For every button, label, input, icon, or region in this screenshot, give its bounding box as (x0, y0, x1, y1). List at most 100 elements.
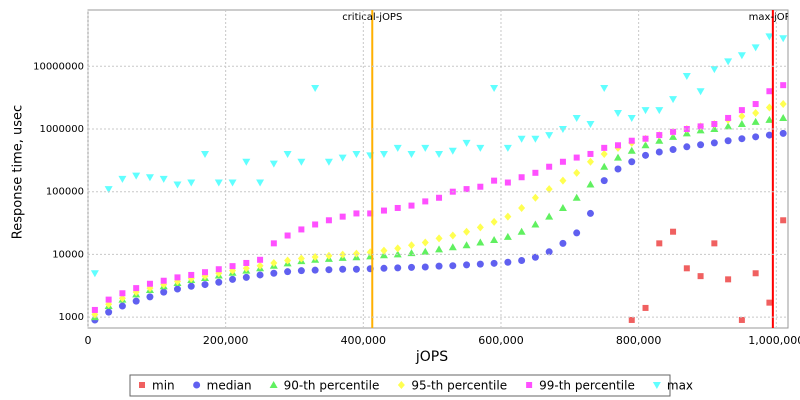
point (697, 273, 704, 280)
legend-marker (526, 382, 533, 388)
point (284, 232, 291, 239)
x-tick-label: 200,000 (203, 334, 249, 347)
point (696, 88, 705, 96)
y-tick-label: 1000000 (39, 124, 84, 135)
point (752, 133, 760, 141)
point (683, 125, 690, 132)
point (407, 150, 416, 158)
point (682, 72, 691, 80)
point (573, 154, 580, 161)
point (765, 33, 774, 41)
point (145, 174, 154, 182)
point (697, 123, 704, 130)
point (312, 221, 319, 228)
point (91, 306, 98, 313)
point (352, 249, 360, 258)
point (724, 58, 733, 66)
point (118, 175, 127, 183)
point (463, 186, 470, 193)
point (215, 278, 223, 286)
point (311, 85, 320, 93)
point (573, 229, 581, 237)
point (642, 151, 650, 159)
point (737, 52, 746, 60)
point (187, 282, 195, 290)
point (394, 264, 402, 272)
point (339, 250, 347, 259)
point (766, 299, 773, 306)
point (779, 113, 788, 121)
point (379, 251, 388, 259)
point (256, 261, 264, 270)
point (517, 135, 526, 143)
point (270, 240, 277, 247)
point (462, 241, 471, 249)
point (118, 302, 126, 310)
point (628, 158, 636, 166)
x-tick-label: 1,000,000 (748, 334, 800, 347)
point (90, 270, 99, 278)
point (408, 241, 416, 250)
point (600, 149, 608, 158)
point (462, 139, 471, 147)
point (353, 210, 360, 217)
point (655, 107, 664, 115)
legend-marker (193, 381, 201, 389)
point (628, 137, 635, 144)
point (573, 168, 581, 177)
legend-label: max (667, 379, 693, 393)
point (160, 277, 167, 284)
point (298, 226, 305, 233)
point (490, 235, 499, 243)
point (601, 144, 608, 151)
point (627, 114, 636, 122)
point (146, 280, 153, 287)
point (600, 177, 608, 185)
point (545, 185, 553, 194)
x-tick-label: 400,000 (341, 334, 387, 347)
legend-label: 95-th percentile (411, 379, 507, 393)
point (242, 273, 250, 281)
point (683, 143, 691, 151)
point (752, 101, 759, 108)
point (435, 150, 444, 158)
point (242, 264, 250, 273)
point (614, 165, 622, 173)
point (380, 264, 388, 272)
point (297, 158, 306, 166)
point (518, 174, 525, 181)
point (504, 212, 512, 221)
point (270, 258, 278, 267)
y-tick-label: 10000000 (33, 61, 84, 72)
point (229, 263, 236, 270)
point (297, 254, 305, 263)
point (641, 141, 650, 149)
point (738, 316, 745, 323)
point (270, 269, 278, 277)
point (531, 193, 539, 202)
point (642, 135, 649, 142)
plot-layer: critical-jOPS max-jOPS (90, 10, 788, 328)
point (545, 212, 554, 220)
point (269, 160, 278, 168)
point (491, 177, 498, 184)
point (435, 245, 444, 253)
point (725, 276, 732, 283)
point (283, 150, 292, 158)
point (476, 260, 484, 268)
point (517, 227, 526, 235)
point (656, 240, 663, 247)
point (670, 128, 677, 135)
point (159, 175, 168, 183)
point (532, 169, 539, 176)
point (641, 107, 650, 115)
point (572, 193, 581, 201)
legend-marker (139, 382, 145, 388)
point (531, 253, 539, 261)
point (765, 131, 773, 139)
point (284, 256, 292, 265)
point (105, 308, 113, 316)
point (449, 231, 457, 240)
point (311, 266, 319, 274)
point (477, 183, 484, 190)
